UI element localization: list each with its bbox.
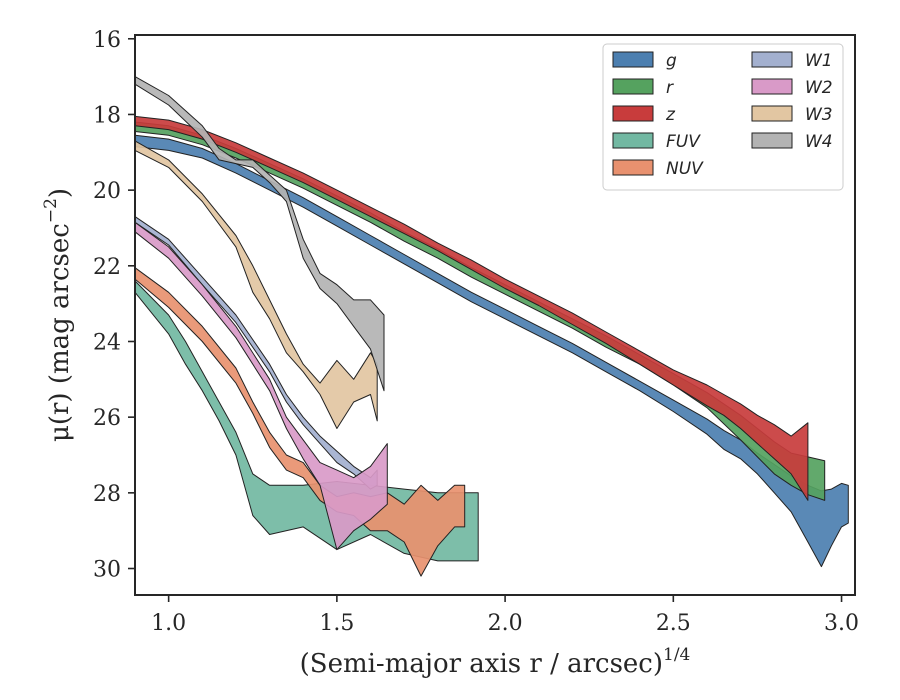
legend-label: W1 bbox=[805, 51, 833, 71]
x-axis: 1.0 1.5 2.0 2.5 3.0 bbox=[151, 595, 859, 636]
legend-swatch bbox=[751, 51, 793, 68]
legend-label: W3 bbox=[805, 105, 833, 125]
band-g bbox=[134, 134, 849, 568]
legend-label: NUV bbox=[666, 159, 704, 179]
legend-swatch bbox=[612, 159, 654, 176]
legend: grz FUV NUV W1 W2 W3 W4 bbox=[602, 43, 844, 191]
legend-label: g bbox=[666, 51, 677, 71]
y-tick-label: 18 bbox=[93, 103, 121, 128]
y-tick-label: 26 bbox=[93, 406, 121, 431]
x-tick-label: 2.0 bbox=[488, 611, 523, 636]
y-tick-label: 30 bbox=[93, 558, 121, 583]
legend-item-fuv: FUV bbox=[612, 132, 701, 152]
band-z bbox=[134, 115, 809, 501]
legend-swatch bbox=[751, 105, 793, 122]
legend-item-w3: W3 bbox=[751, 105, 833, 125]
legend-swatch bbox=[751, 132, 793, 149]
y-tick-label: 16 bbox=[93, 28, 121, 53]
legend-item-r: r bbox=[612, 78, 674, 98]
x-axis-label: (Semi-major axis r / arcsec)1/4 bbox=[300, 645, 691, 679]
x-tick-label: 3.0 bbox=[824, 611, 859, 636]
legend-swatch bbox=[612, 105, 654, 122]
legend-swatch bbox=[751, 78, 793, 95]
legend-label: W2 bbox=[805, 78, 833, 98]
y-tick-label: 24 bbox=[93, 330, 121, 355]
legend-item-z: z bbox=[612, 105, 676, 125]
legend-label: z bbox=[665, 105, 676, 125]
band-w4 bbox=[134, 76, 385, 392]
band-nuv bbox=[134, 267, 466, 577]
axes-frame bbox=[134, 34, 856, 596]
plot-area bbox=[134, 76, 849, 577]
legend-label: W4 bbox=[805, 132, 833, 152]
y-axis-label: μ(r) (mag arcsec−2) bbox=[41, 188, 75, 442]
y-tick-label: 28 bbox=[93, 482, 121, 507]
x-tick-label: 2.5 bbox=[656, 611, 691, 636]
legend-swatch bbox=[612, 78, 654, 95]
band-w3 bbox=[134, 140, 378, 429]
legend-label: FUV bbox=[666, 132, 701, 152]
y-tick-label: 20 bbox=[93, 179, 121, 204]
y-tick-label: 22 bbox=[93, 255, 121, 280]
legend-label: r bbox=[666, 78, 674, 98]
x-tick-label: 1.5 bbox=[319, 611, 354, 636]
legend-item-w1: W1 bbox=[751, 51, 833, 71]
band-fuv bbox=[134, 280, 479, 562]
legend-swatch bbox=[612, 51, 654, 68]
legend-item-g: g bbox=[612, 51, 677, 71]
legend-item-w2: W2 bbox=[751, 78, 833, 98]
legend-item-nuv: NUV bbox=[612, 159, 704, 179]
legend-item-w4: W4 bbox=[751, 132, 833, 152]
legend-swatch bbox=[612, 132, 654, 149]
x-tick-label: 1.0 bbox=[151, 611, 186, 636]
band-w2 bbox=[134, 221, 388, 551]
y-axis: 16 18 20 22 24 26 28 30 bbox=[93, 28, 135, 583]
